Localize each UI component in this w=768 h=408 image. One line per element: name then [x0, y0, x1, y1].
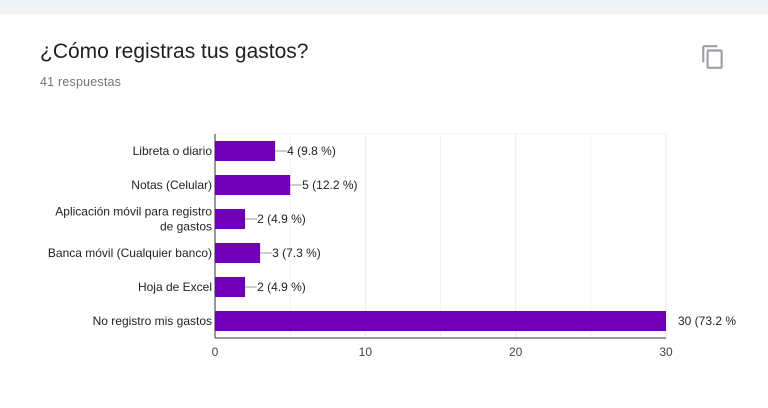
bar	[215, 243, 261, 263]
category-label: de gastos	[160, 220, 212, 234]
value-label: 2 (4.9 %)	[257, 212, 306, 226]
x-tick-label: 20	[509, 345, 523, 359]
question-card	[0, 14, 768, 408]
category-label: No registro mis gastos	[93, 314, 212, 328]
x-tick-label: 30	[659, 345, 673, 359]
category-label: Notas (Celular)	[131, 178, 212, 192]
value-label: 4 (9.8 %)	[287, 144, 336, 158]
x-tick-label: 10	[359, 345, 373, 359]
question-title: ¿Cómo registras tus gastos?	[40, 40, 309, 63]
value-label: 5 (12.2 %)	[302, 178, 357, 192]
response-count: 41 respuestas	[40, 75, 122, 89]
value-label: 30 (73.2 %	[678, 314, 736, 328]
bar	[215, 175, 291, 195]
value-label: 2 (4.9 %)	[257, 280, 306, 294]
bar	[215, 277, 246, 297]
copy-icon[interactable]	[700, 44, 726, 70]
x-tick-label: 0	[212, 345, 219, 359]
value-label: 3 (7.3 %)	[272, 246, 321, 260]
category-label: Aplicación móvil para registro	[55, 205, 212, 219]
category-label: Hoja de Excel	[138, 280, 212, 294]
bar	[215, 141, 276, 161]
category-label: Libreta o diario	[133, 144, 213, 158]
bar	[215, 311, 666, 331]
bar	[215, 209, 246, 229]
category-label: Banca móvil (Cualquier banco)	[48, 246, 212, 260]
